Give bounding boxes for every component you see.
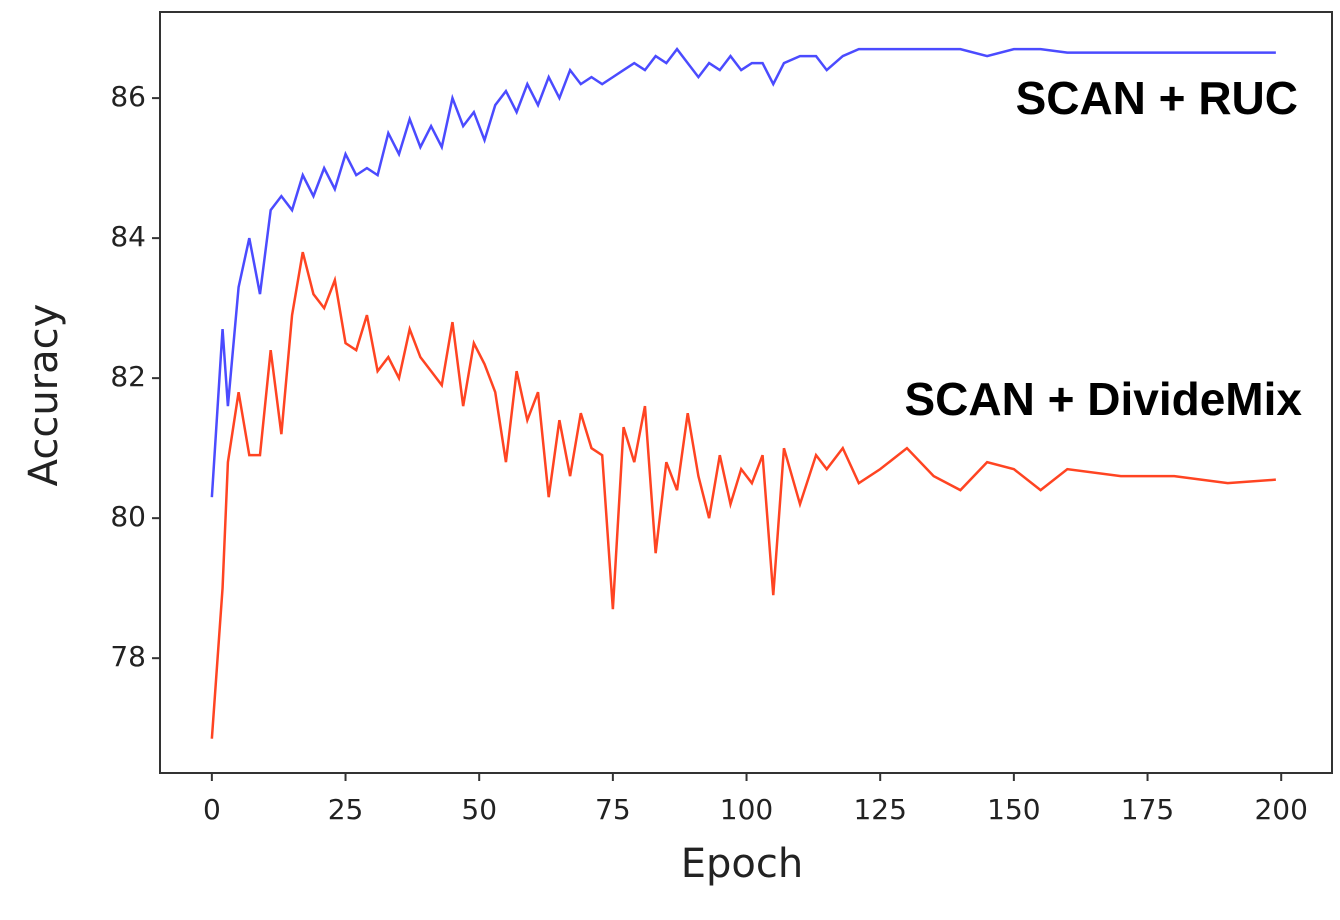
- x-tick-label: 100: [720, 793, 773, 826]
- annotation: SCAN + RUC: [1016, 72, 1298, 124]
- series-line: [210, 251, 1276, 739]
- y-tick-label: 82: [110, 360, 146, 393]
- x-tick-label: 75: [595, 793, 631, 826]
- annotation: SCAN + DivideMix: [905, 373, 1303, 425]
- x-tick-label: 200: [1254, 793, 1307, 826]
- x-tick-label: 150: [987, 793, 1040, 826]
- y-tick-label: 86: [110, 80, 146, 113]
- x-tick-label: 25: [328, 793, 364, 826]
- x-tick-label: 0: [203, 793, 221, 826]
- plot-frame: [159, 11, 1333, 774]
- series-line: [210, 47, 1276, 498]
- x-tick-label: 125: [853, 793, 906, 826]
- y-axis-label: Accuracy: [21, 304, 67, 487]
- x-tick-label: 175: [1121, 793, 1174, 826]
- x-tick-label: 50: [461, 793, 497, 826]
- y-tick-label: 78: [110, 640, 146, 673]
- x-axis-label: Epoch: [681, 841, 803, 887]
- y-tick-label: 80: [110, 500, 146, 533]
- y-tick-label: 84: [110, 220, 146, 253]
